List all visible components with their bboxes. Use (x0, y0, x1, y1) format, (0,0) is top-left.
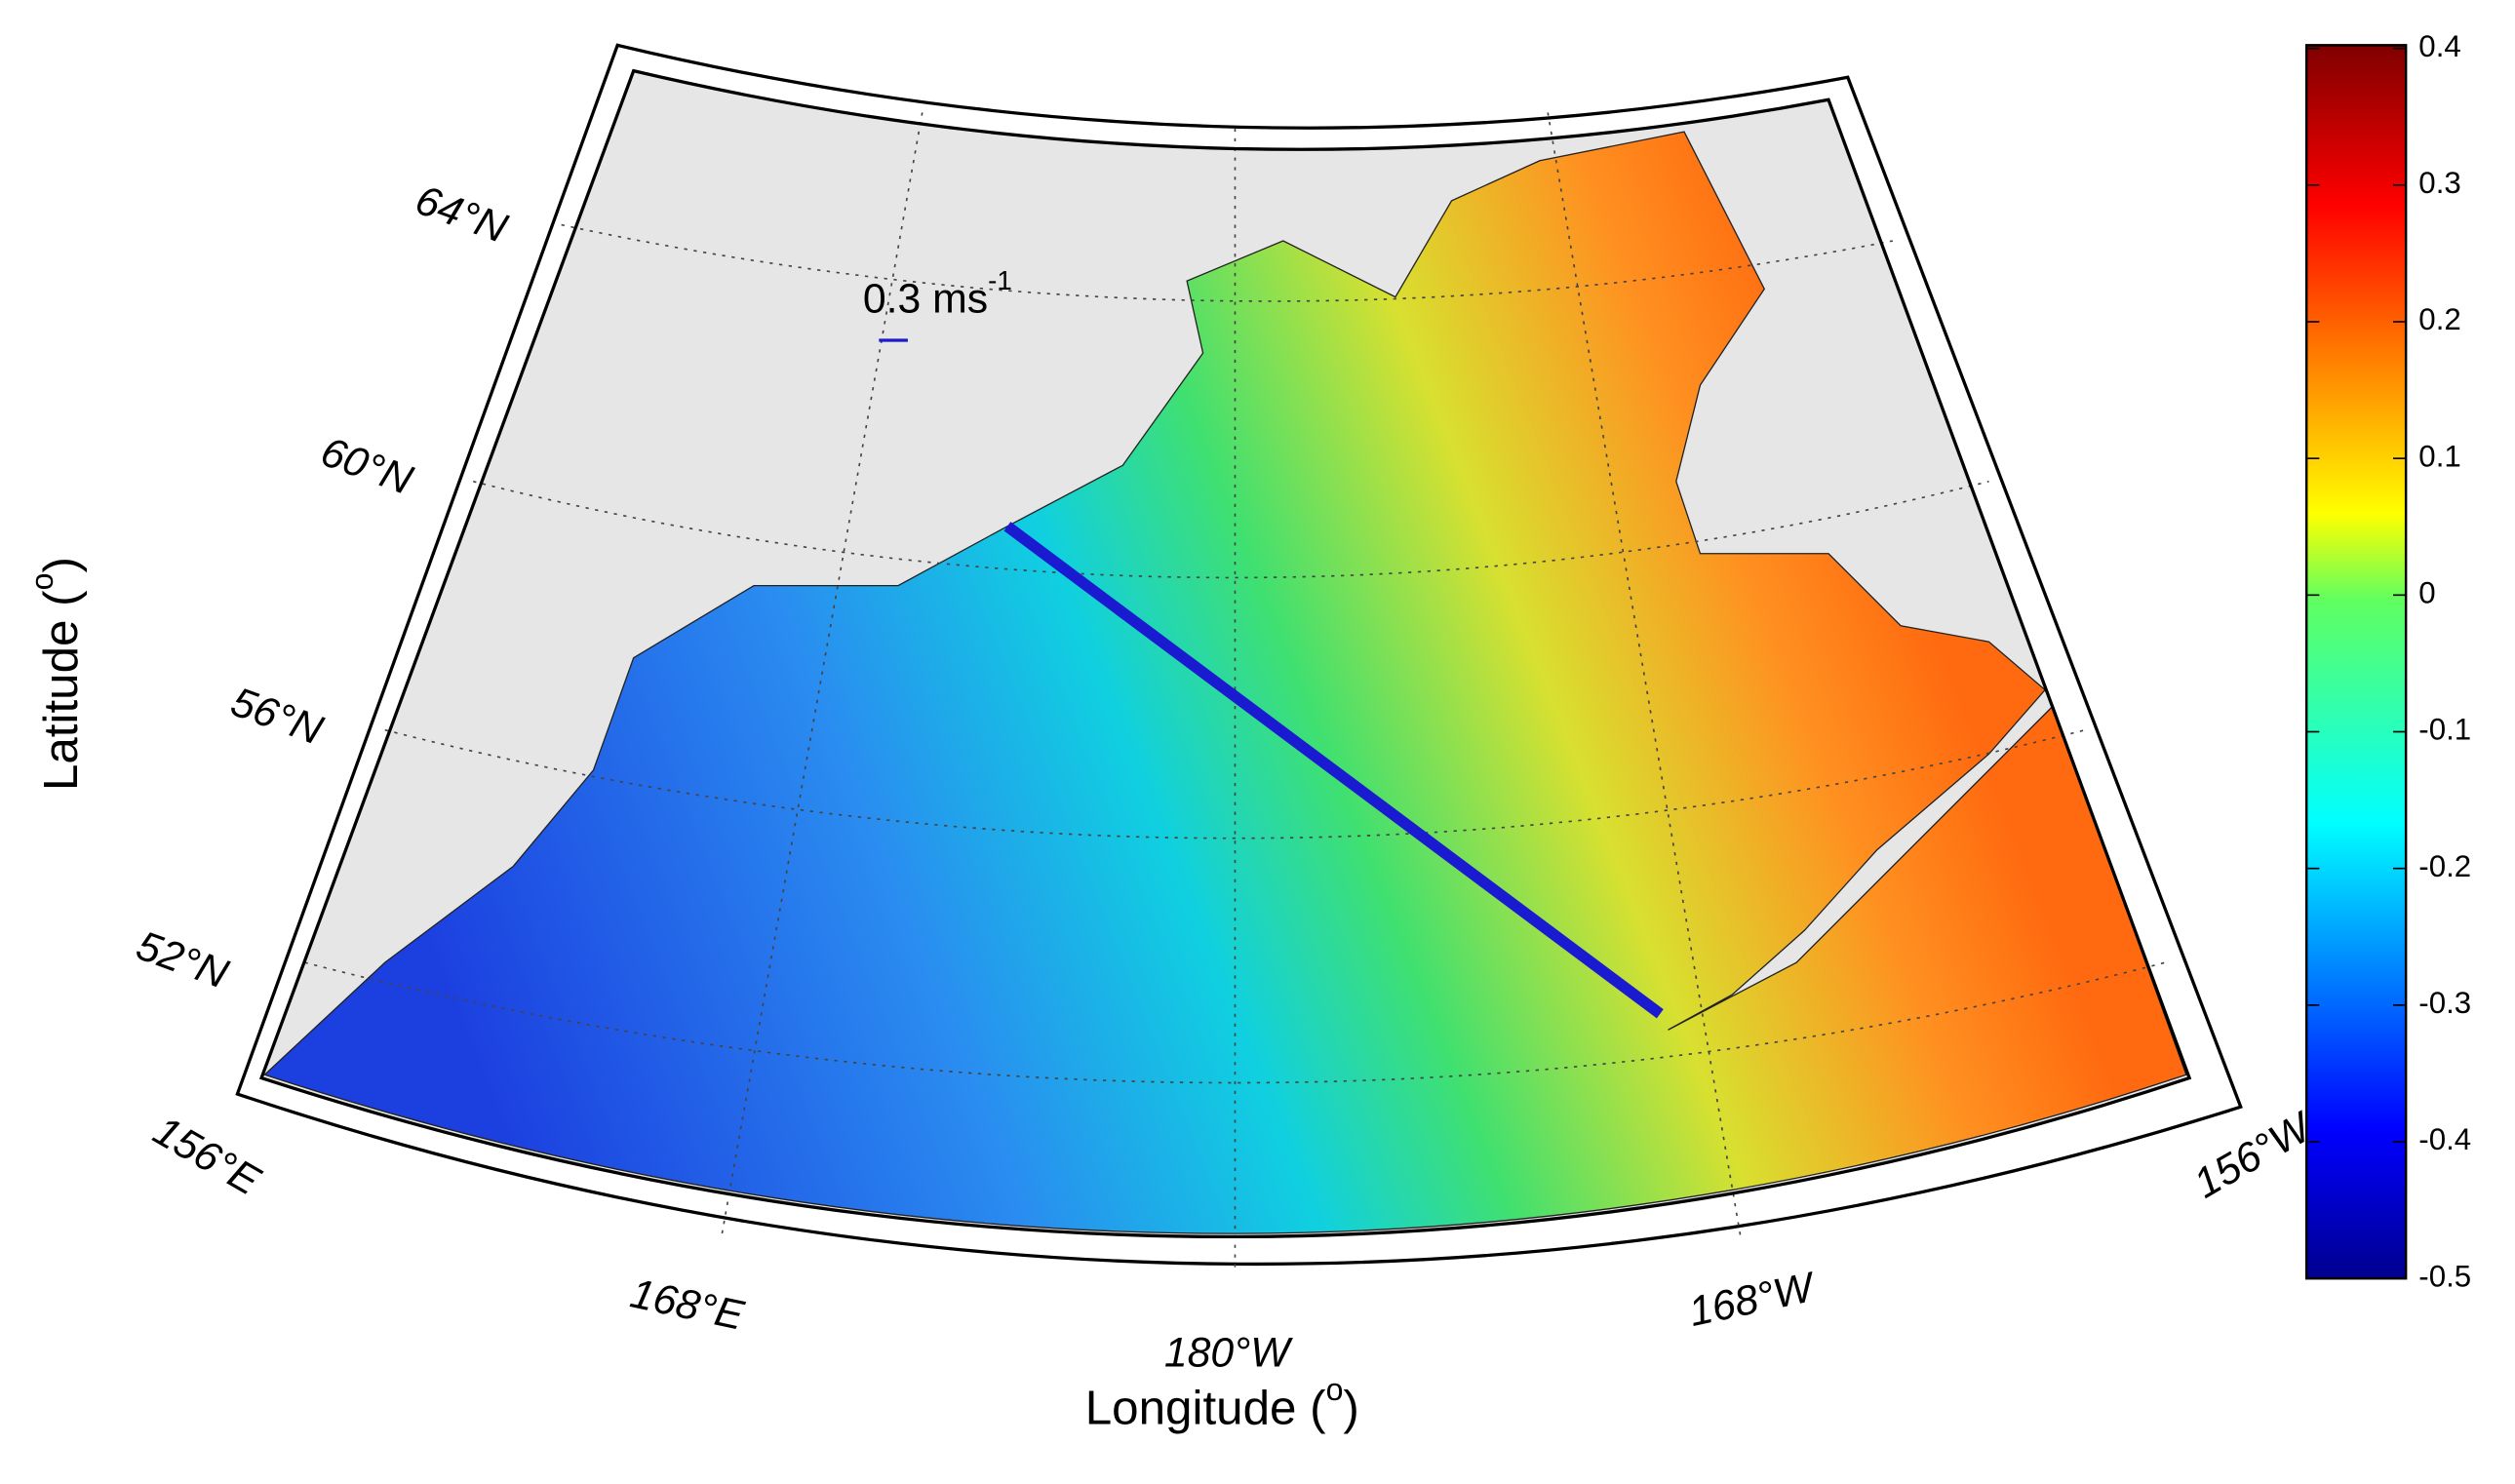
colorbar-tick-label: -0.2 (2418, 849, 2471, 883)
colorbar-tick-label: 0 (2418, 576, 2435, 610)
colorbar-tick-label: 0.2 (2418, 302, 2460, 336)
colorbar-tick-label: 0.1 (2418, 439, 2460, 473)
colorbar (2304, 44, 2408, 1280)
map-frame-inner (258, 68, 2192, 1239)
lat-label: 64°N (410, 176, 513, 253)
x-axis-label: Longitude (o) (1085, 1372, 1359, 1434)
x-axis-label-text: Longitude ( (1085, 1382, 1326, 1435)
colorbar-tick-label: -0.5 (2418, 1259, 2471, 1293)
colorbar-tick-label: -0.3 (2418, 986, 2471, 1020)
scale-label-sup: -1 (988, 265, 1012, 295)
lat-label: 60°N (315, 428, 418, 504)
y-axis-label-text: Latitude ( (34, 590, 88, 791)
colorbar-tick-label: -0.1 (2418, 713, 2471, 747)
y-axis-label-sup: o (25, 573, 60, 591)
y-axis-label-end: ) (34, 557, 88, 572)
y-axis-label: Latitude (o) (25, 557, 88, 791)
x-axis-label-end: ) (1343, 1382, 1358, 1435)
colorbar-tick-label: -0.4 (2418, 1122, 2471, 1156)
x-axis-label-sup: o (1326, 1372, 1344, 1407)
scale-label-text: 0.3 ms (863, 276, 988, 323)
lat-label: 56°N (225, 679, 329, 755)
lon-label: 180°W (1164, 1329, 1293, 1376)
lon-label: 168°E (626, 1270, 748, 1340)
transect (1003, 522, 1664, 1019)
scale-label: 0.3 ms-1 (863, 265, 1012, 323)
lon-label: 156°E (145, 1107, 268, 1204)
map (235, 43, 2243, 1268)
lon-label: 168°W (1685, 1264, 1822, 1336)
colorbar-tick-label: 0.4 (2418, 29, 2460, 63)
lat-label: 52°N (131, 922, 234, 998)
colorbar-tick-label: 0.3 (2418, 166, 2460, 200)
